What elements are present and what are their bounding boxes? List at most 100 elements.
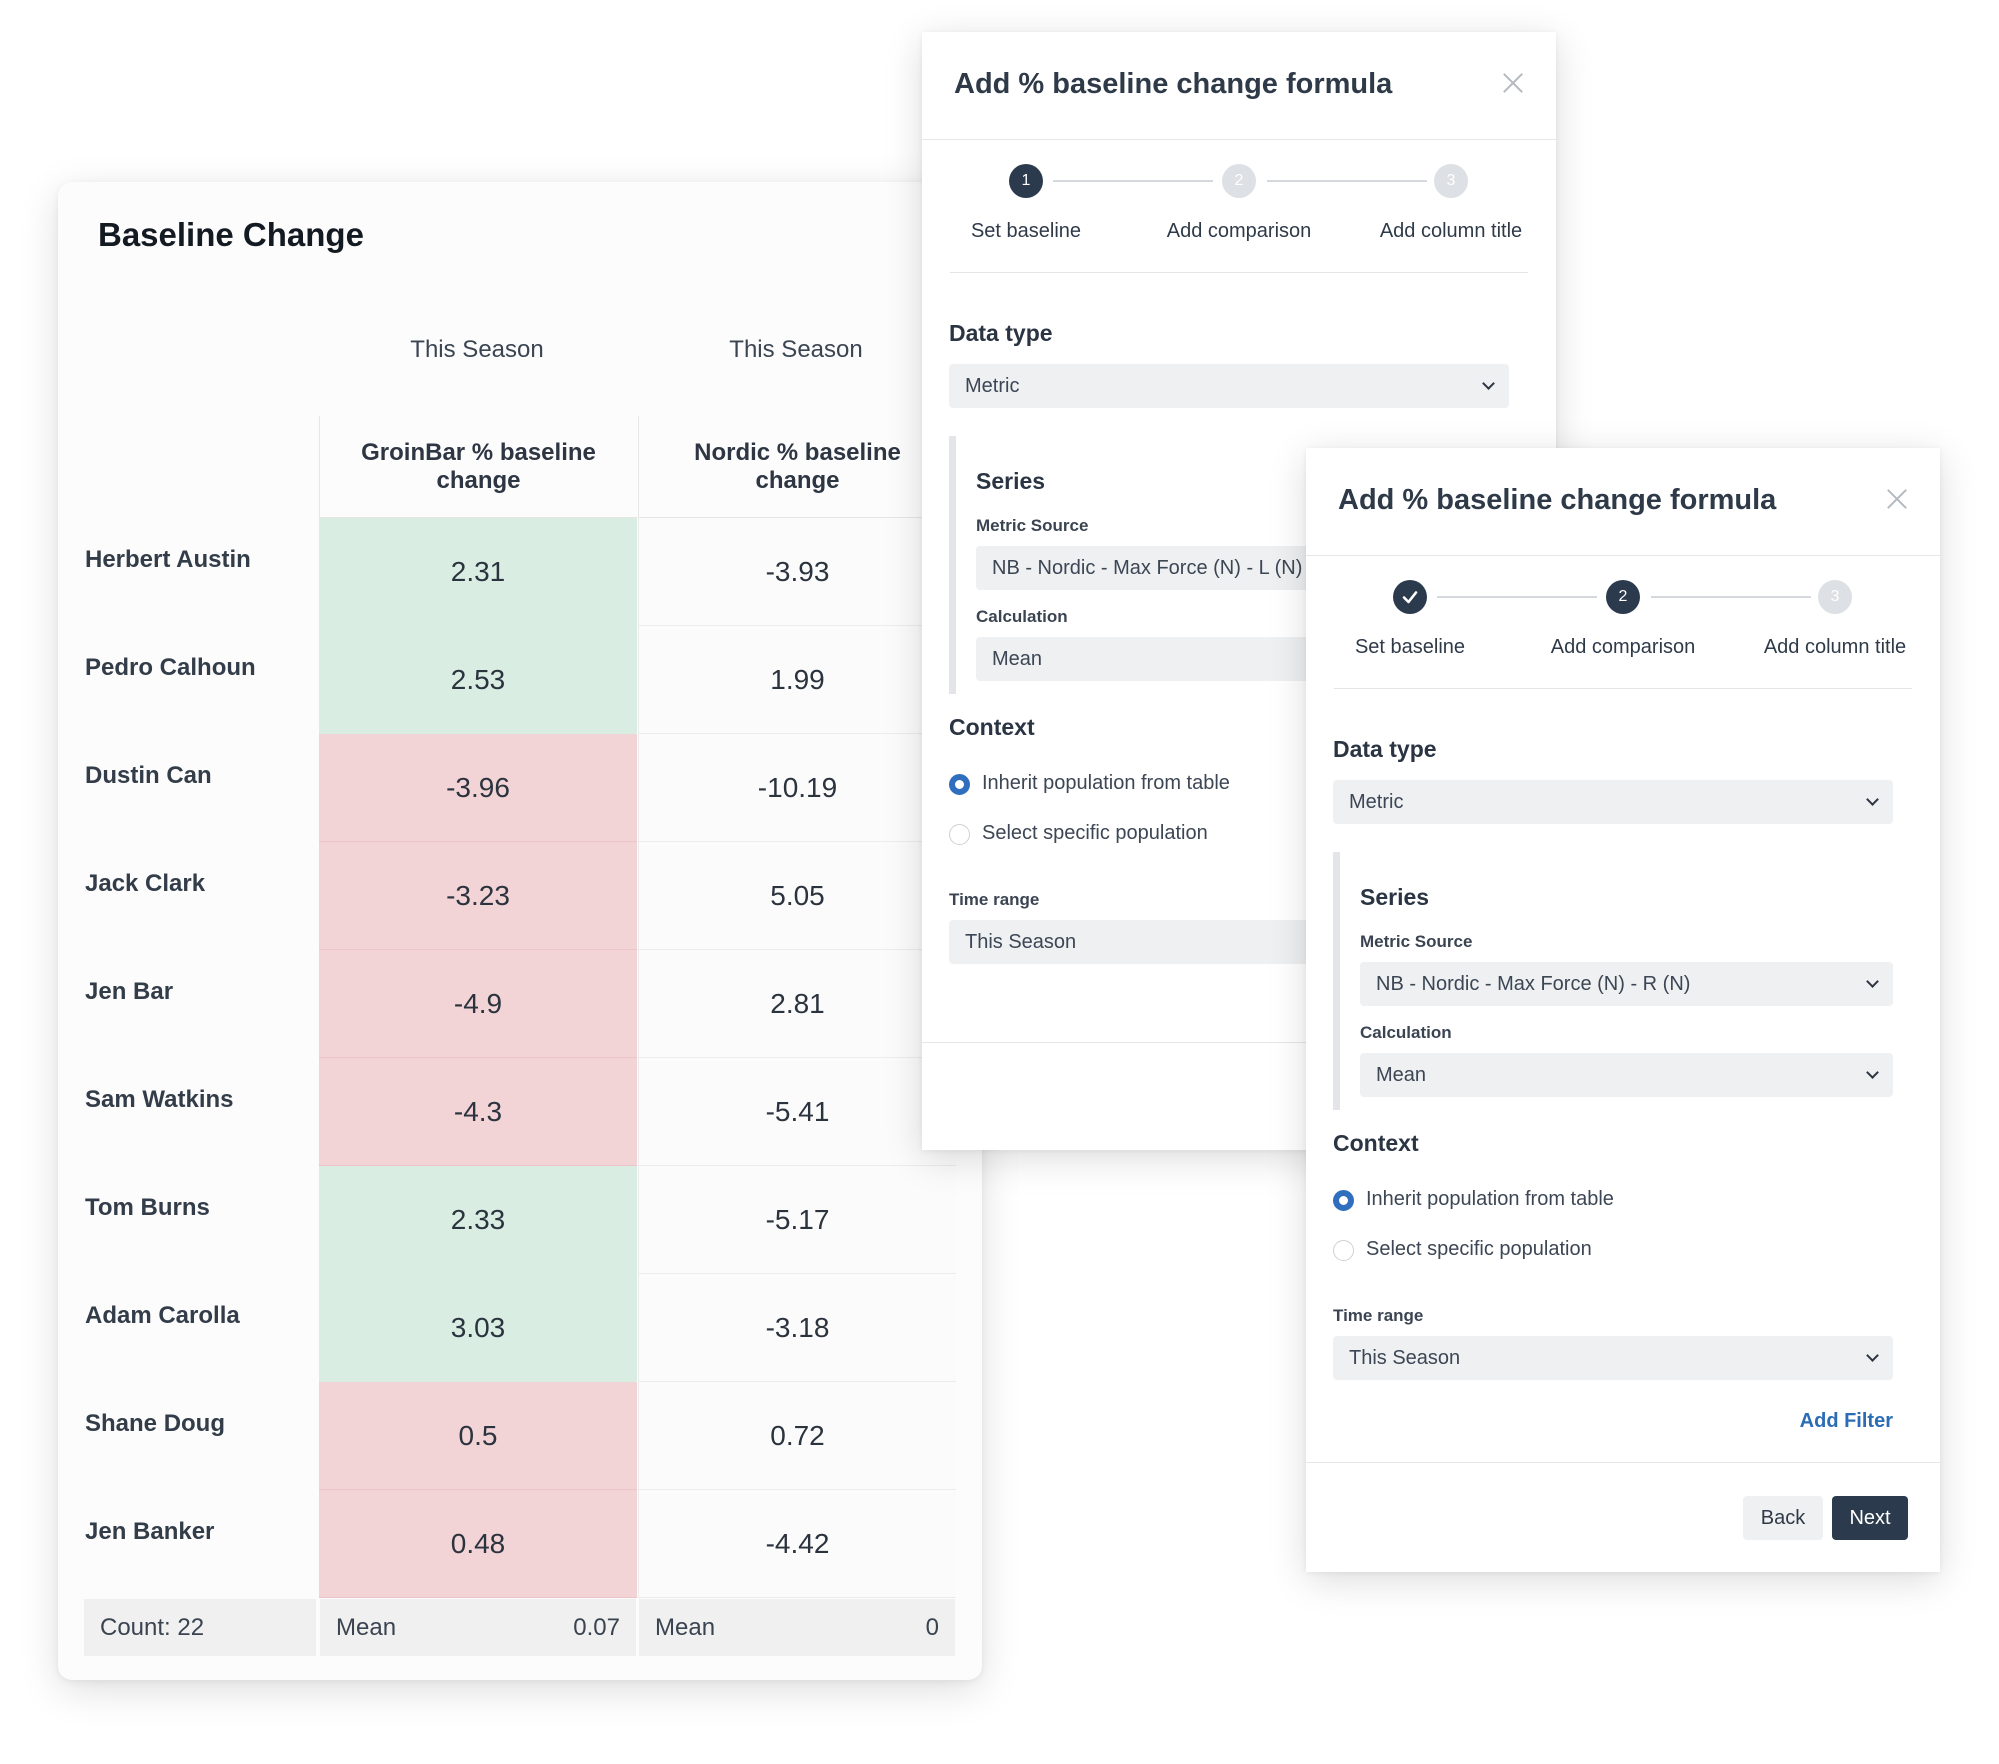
checkmark-icon: [1402, 591, 1418, 604]
close-icon[interactable]: [1500, 70, 1526, 96]
column-group-label-nordic: This Season: [729, 336, 863, 363]
radio-selected-icon[interactable]: [949, 774, 970, 795]
groinbar-value-cell[interactable]: -4.3: [319, 1058, 637, 1166]
time-range-select[interactable]: This Season: [1333, 1336, 1893, 1380]
groinbar-value-cell[interactable]: 3.03: [319, 1274, 637, 1382]
row-athlete-name[interactable]: Jack Clark: [85, 870, 206, 897]
nordic-value-cell[interactable]: 1.99: [638, 626, 956, 734]
groinbar-value-cell[interactable]: 2.33: [319, 1166, 637, 1274]
step-3-number: 3: [1830, 588, 1840, 605]
steps-divider: [950, 272, 1528, 273]
stepper-connector: [1267, 180, 1427, 182]
data-type-select[interactable]: Metric: [949, 364, 1509, 408]
dialog-header-divider: [922, 139, 1556, 140]
radio-inherit-label[interactable]: Inherit population from table: [1366, 1188, 1614, 1210]
series-label: Series: [1360, 884, 1430, 910]
time-range-value: This Season: [1349, 1346, 1461, 1369]
groinbar-value-cell[interactable]: 0.48: [319, 1490, 637, 1598]
nordic-value-cell[interactable]: -3.18: [638, 1274, 956, 1382]
data-type-label: Data type: [949, 320, 1053, 346]
dialog-title: Add % baseline change formula: [954, 68, 1393, 100]
groinbar-value-cell[interactable]: 2.53: [319, 626, 637, 734]
row-athlete-name[interactable]: Sam Watkins: [85, 1086, 234, 1113]
step-3-indicator[interactable]: 3: [1818, 580, 1852, 614]
column-header-nordic[interactable]: Nordic % baseline change: [638, 416, 956, 518]
dialog-title: Add % baseline change formula: [1338, 484, 1777, 516]
column-group-label-groinbar: This Season: [410, 336, 544, 363]
close-icon[interactable]: [1884, 486, 1910, 512]
calculation-select[interactable]: Mean: [1360, 1053, 1893, 1097]
series-section-bar: [949, 436, 956, 694]
steps-divider: [1334, 688, 1912, 689]
series-section-bar: [1333, 852, 1340, 1110]
metric-source-value: NB - Nordic - Max Force (N) - L (N): [992, 556, 1303, 579]
nordic-value-cell[interactable]: 0.72: [638, 1382, 956, 1490]
data-type-label: Data type: [1333, 736, 1437, 762]
radio-selected-icon[interactable]: [1333, 1190, 1354, 1211]
step-2-number: 2: [1618, 588, 1628, 605]
row-athlete-name[interactable]: Adam Carolla: [85, 1302, 240, 1329]
add-filter-link[interactable]: Add Filter: [1799, 1410, 1893, 1432]
nordic-value-cell[interactable]: -5.41: [638, 1058, 956, 1166]
nordic-value-cell[interactable]: 5.05: [638, 842, 956, 950]
step-1-number: 1: [1021, 172, 1031, 189]
row-athlete-name[interactable]: Dustin Can: [85, 762, 212, 789]
calculation-label: Calculation: [976, 607, 1068, 626]
footer-groinbar-mean-label: Mean: [336, 1613, 397, 1641]
footer-nordic-mean-value: 0: [925, 1613, 939, 1641]
back-button[interactable]: Back: [1743, 1496, 1823, 1540]
row-athlete-name[interactable]: Shane Doug: [85, 1410, 226, 1437]
stepper-connector: [1437, 596, 1597, 598]
column-header-groinbar[interactable]: GroinBar % baseline change: [319, 416, 637, 518]
step-2-indicator[interactable]: 2: [1222, 164, 1256, 198]
stepper-connector: [1651, 596, 1811, 598]
dialog-footer-divider: [1306, 1462, 1940, 1463]
row-athlete-name[interactable]: Jen Bar: [85, 978, 174, 1005]
chevron-down-icon: [1866, 975, 1879, 988]
nordic-value-cell[interactable]: -4.42: [638, 1490, 956, 1598]
calculation-value: Mean: [1376, 1063, 1427, 1086]
step-1-indicator[interactable]: 1: [1009, 164, 1043, 198]
time-range-value: This Season: [965, 930, 1077, 953]
step-3-label: Add column title: [1763, 636, 1907, 658]
nordic-value-cell[interactable]: -3.93: [638, 518, 956, 626]
radio-specific-label[interactable]: Select specific population: [1366, 1238, 1592, 1260]
row-athlete-name[interactable]: Pedro Calhoun: [85, 654, 256, 681]
context-label: Context: [1333, 1130, 1419, 1156]
row-athlete-name[interactable]: Tom Burns: [85, 1194, 210, 1221]
groinbar-value-cell[interactable]: 2.31: [319, 518, 637, 626]
radio-inherit-label[interactable]: Inherit population from table: [982, 772, 1230, 794]
row-athlete-name[interactable]: Jen Banker: [85, 1518, 215, 1545]
step-1-label: Set baseline: [970, 220, 1082, 242]
nordic-value-cell[interactable]: -5.17: [638, 1166, 956, 1274]
step-2-number: 2: [1234, 172, 1244, 189]
row-athlete-name[interactable]: Herbert Austin: [85, 546, 251, 573]
groinbar-value-cell[interactable]: 0.5: [319, 1382, 637, 1490]
nordic-value-cell[interactable]: -10.19: [638, 734, 956, 842]
radio-unselected-icon[interactable]: [949, 824, 970, 845]
radio-unselected-icon[interactable]: [1333, 1240, 1354, 1261]
step-3-indicator[interactable]: 3: [1434, 164, 1468, 198]
chevron-down-icon: [1482, 377, 1495, 390]
chevron-down-icon: [1866, 1066, 1879, 1079]
step-1-label: Set baseline: [1354, 636, 1466, 658]
groinbar-value-cell[interactable]: -3.23: [319, 842, 637, 950]
metric-source-label: Metric Source: [1360, 932, 1473, 951]
step-1-indicator[interactable]: [1393, 580, 1427, 614]
metric-source-select[interactable]: NB - Nordic - Max Force (N) - R (N): [1360, 962, 1893, 1006]
context-label: Context: [949, 714, 1035, 740]
data-type-select[interactable]: Metric: [1333, 780, 1893, 824]
groinbar-value-cell[interactable]: -3.96: [319, 734, 637, 842]
data-type-value: Metric: [1349, 790, 1404, 813]
dialog-header-divider: [1306, 555, 1940, 556]
step-2-indicator[interactable]: 2: [1606, 580, 1640, 614]
next-button[interactable]: Next: [1832, 1496, 1908, 1540]
time-range-label: Time range: [949, 890, 1040, 909]
chevron-down-icon: [1866, 1349, 1879, 1362]
nordic-value-cell[interactable]: 2.81: [638, 950, 956, 1058]
radio-specific-label[interactable]: Select specific population: [982, 822, 1208, 844]
stepper-connector: [1053, 180, 1213, 182]
groinbar-value-cell[interactable]: -4.9: [319, 950, 637, 1058]
calculation-label: Calculation: [1360, 1023, 1452, 1042]
step-3-label: Add column title: [1379, 220, 1523, 242]
